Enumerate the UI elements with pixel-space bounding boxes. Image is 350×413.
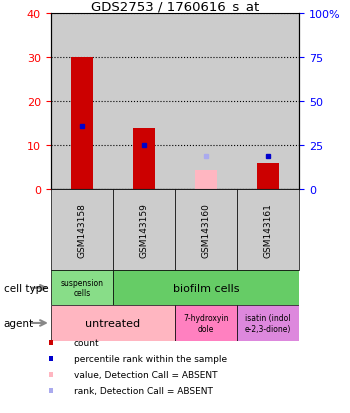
Text: untreated: untreated bbox=[85, 318, 140, 328]
Text: value, Detection Call = ABSENT: value, Detection Call = ABSENT bbox=[74, 370, 217, 380]
Bar bbox=[113, 271, 299, 306]
Text: cell type: cell type bbox=[4, 283, 48, 293]
Bar bbox=[113, 14, 175, 190]
Text: rank, Detection Call = ABSENT: rank, Detection Call = ABSENT bbox=[74, 387, 212, 396]
Bar bbox=[51, 306, 175, 341]
Text: biofilm cells: biofilm cells bbox=[173, 283, 239, 293]
Text: GSM143160: GSM143160 bbox=[202, 203, 211, 258]
Text: suspension
cells: suspension cells bbox=[60, 278, 103, 298]
Text: 7-hydroxyin
dole: 7-hydroxyin dole bbox=[183, 313, 229, 333]
Text: GSM143159: GSM143159 bbox=[139, 203, 148, 258]
Text: GSM143158: GSM143158 bbox=[77, 203, 86, 258]
Bar bbox=[257, 164, 279, 190]
Bar bbox=[133, 128, 155, 190]
Bar bbox=[237, 190, 299, 271]
Bar bbox=[175, 190, 237, 271]
Bar bbox=[175, 14, 237, 190]
Title: GDS2753 / 1760616_s_at: GDS2753 / 1760616_s_at bbox=[91, 0, 259, 13]
Bar bbox=[237, 306, 299, 341]
Bar bbox=[51, 14, 113, 190]
Bar bbox=[71, 58, 93, 190]
Text: percentile rank within the sample: percentile rank within the sample bbox=[74, 354, 227, 363]
Bar bbox=[113, 190, 175, 271]
Text: agent: agent bbox=[4, 318, 34, 328]
Bar bbox=[51, 190, 113, 271]
Text: GSM143161: GSM143161 bbox=[264, 203, 273, 258]
Text: count: count bbox=[74, 338, 99, 347]
Bar bbox=[195, 170, 217, 190]
Bar bbox=[175, 306, 237, 341]
Bar bbox=[237, 14, 299, 190]
Text: isatin (indol
e-2,3-dione): isatin (indol e-2,3-dione) bbox=[245, 313, 291, 333]
Bar bbox=[51, 271, 113, 306]
